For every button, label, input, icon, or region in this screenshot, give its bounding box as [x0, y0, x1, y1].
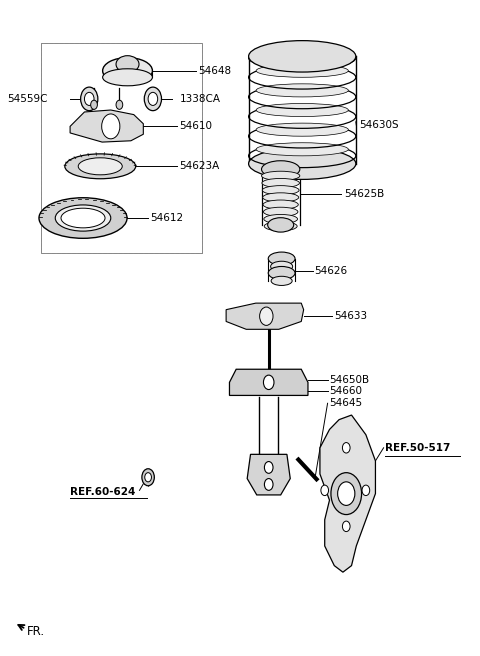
Text: 54625B: 54625B [344, 189, 384, 199]
Ellipse shape [264, 222, 297, 231]
Ellipse shape [145, 473, 152, 482]
Ellipse shape [264, 207, 298, 216]
Ellipse shape [260, 307, 273, 325]
Ellipse shape [103, 69, 153, 86]
Text: 54559C: 54559C [7, 94, 48, 104]
Ellipse shape [342, 521, 350, 531]
Ellipse shape [142, 469, 155, 485]
Ellipse shape [144, 87, 161, 111]
Text: 54630S: 54630S [359, 120, 398, 130]
Text: 54633: 54633 [334, 311, 367, 321]
Ellipse shape [262, 161, 300, 178]
Text: 54645: 54645 [329, 398, 362, 408]
Ellipse shape [256, 64, 348, 77]
Ellipse shape [148, 92, 157, 106]
Text: REF.60-624: REF.60-624 [70, 487, 135, 497]
Ellipse shape [263, 193, 299, 202]
Ellipse shape [271, 261, 293, 272]
Ellipse shape [264, 215, 298, 224]
Text: REF.50-517: REF.50-517 [385, 443, 450, 453]
Ellipse shape [91, 100, 97, 110]
Text: 54626: 54626 [315, 266, 348, 276]
Ellipse shape [39, 197, 127, 238]
Ellipse shape [103, 58, 153, 84]
Text: 54623A: 54623A [179, 161, 219, 171]
Ellipse shape [321, 485, 328, 495]
Ellipse shape [268, 218, 294, 232]
Ellipse shape [65, 154, 136, 178]
Ellipse shape [256, 45, 348, 58]
Ellipse shape [259, 455, 278, 463]
Polygon shape [226, 303, 304, 329]
Ellipse shape [84, 92, 94, 106]
Ellipse shape [81, 87, 98, 111]
Ellipse shape [264, 375, 274, 390]
Ellipse shape [249, 41, 356, 72]
Polygon shape [320, 415, 375, 572]
Ellipse shape [116, 56, 139, 73]
Ellipse shape [256, 104, 348, 117]
Ellipse shape [337, 482, 355, 505]
Ellipse shape [78, 158, 122, 174]
Ellipse shape [264, 479, 273, 490]
Ellipse shape [262, 186, 299, 195]
Ellipse shape [61, 208, 105, 228]
Ellipse shape [249, 148, 356, 179]
Text: 54610: 54610 [179, 121, 212, 131]
Ellipse shape [256, 123, 348, 136]
Ellipse shape [362, 485, 370, 495]
Ellipse shape [262, 171, 300, 180]
Polygon shape [229, 369, 308, 396]
Ellipse shape [268, 252, 295, 265]
Text: 54648: 54648 [198, 66, 231, 75]
Ellipse shape [55, 205, 111, 231]
Text: FR.: FR. [27, 625, 45, 638]
Ellipse shape [271, 276, 292, 285]
Text: 54650B: 54650B [329, 375, 370, 385]
Ellipse shape [264, 462, 273, 474]
Ellipse shape [102, 114, 120, 139]
Ellipse shape [342, 443, 350, 453]
Text: 1338CA: 1338CA [180, 94, 221, 104]
Ellipse shape [331, 473, 361, 514]
Ellipse shape [256, 143, 348, 156]
Ellipse shape [268, 266, 295, 279]
Text: 54660: 54660 [329, 386, 362, 396]
Ellipse shape [262, 178, 300, 188]
Ellipse shape [263, 200, 298, 209]
Ellipse shape [256, 84, 348, 97]
Ellipse shape [116, 100, 123, 110]
Text: 54612: 54612 [150, 213, 183, 223]
Polygon shape [70, 110, 144, 142]
Polygon shape [247, 455, 290, 495]
